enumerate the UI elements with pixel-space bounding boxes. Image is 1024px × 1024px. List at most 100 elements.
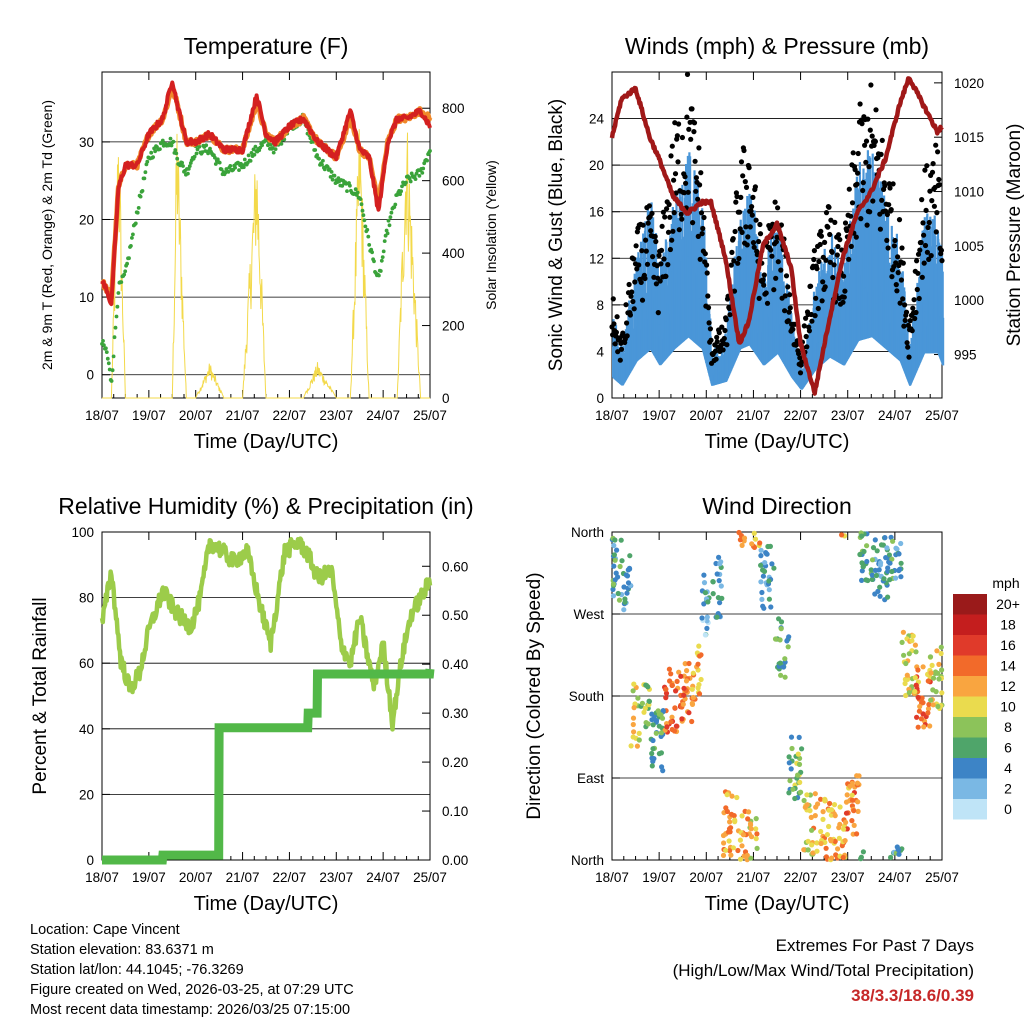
direction-point — [663, 690, 670, 696]
legend-swatch — [953, 635, 987, 656]
direction-point — [898, 574, 904, 580]
direction-point — [789, 745, 795, 752]
dewpoint-point — [242, 157, 247, 162]
direction-point — [698, 676, 704, 683]
gust-point — [749, 204, 755, 210]
direction-point — [925, 710, 931, 716]
direction-point — [749, 834, 755, 840]
gust-point — [683, 180, 689, 186]
wind-bar — [803, 350, 806, 386]
direction-point — [610, 593, 617, 599]
direction-point — [909, 638, 915, 644]
extremes-values: 38/3.3/18.6/0.39 — [851, 986, 974, 1005]
direction-point — [719, 595, 725, 602]
gust-point — [764, 300, 771, 306]
dewpoint-point — [130, 236, 134, 240]
direction-point — [914, 714, 920, 720]
gust-point — [886, 202, 892, 208]
gust-point — [889, 274, 895, 280]
direction-point — [921, 724, 927, 730]
gust-point — [695, 233, 701, 239]
direction-point — [611, 542, 617, 549]
gust-point — [739, 229, 745, 235]
direction-point — [635, 695, 641, 701]
direction-point — [689, 701, 696, 708]
direction-point — [916, 708, 923, 714]
wind-bar — [667, 250, 670, 356]
x-tick-label: 25/07 — [413, 408, 447, 423]
direction-point — [749, 541, 755, 547]
y-tick-label-left: 12 — [589, 251, 604, 266]
gust-point — [692, 158, 698, 164]
winds-pressure-panel: Winds (mph) & Pressure (mb) 18/07 19/07 20/… — [546, 33, 1024, 453]
y-tick-label-left: 100 — [71, 525, 94, 540]
gust-point — [644, 261, 651, 267]
gust-point — [743, 224, 749, 230]
gust-point — [804, 344, 810, 350]
direction-point — [737, 837, 744, 843]
dewpoint-point — [268, 143, 273, 147]
dewpoint-point — [197, 144, 202, 149]
gust-point — [750, 240, 757, 246]
direction-point — [782, 656, 788, 662]
gust-point — [768, 247, 774, 253]
direction-point — [844, 792, 850, 798]
direction-point — [820, 816, 826, 823]
created-text: Figure created on Wed, 2026-03-25, at 07… — [30, 982, 354, 998]
gust-point — [848, 243, 854, 249]
direction-point — [614, 547, 620, 553]
gust-point — [825, 224, 831, 230]
dewpoint-point — [107, 367, 112, 372]
direction-point — [650, 722, 656, 728]
dewpoint-point — [279, 142, 284, 146]
gust-point — [676, 121, 682, 127]
direction-point — [759, 589, 765, 596]
gust-point — [702, 251, 708, 257]
direction-point — [751, 530, 757, 536]
legend-swatch — [953, 676, 987, 697]
dewpoint-point — [171, 139, 176, 144]
gust-point — [938, 247, 945, 253]
direction-point — [860, 564, 866, 570]
direction-point — [753, 826, 759, 832]
dewpoint-point — [180, 160, 185, 165]
direction-point — [766, 587, 772, 593]
dewpoint-point — [111, 354, 116, 359]
direction-point — [926, 701, 932, 708]
direction-point — [778, 619, 785, 625]
direction-point — [896, 851, 902, 857]
direction-point — [895, 847, 902, 853]
direction-point — [740, 832, 747, 838]
direction-point — [857, 551, 863, 558]
gust-point — [757, 221, 763, 228]
direction-point — [615, 590, 621, 597]
direction-point — [735, 847, 741, 854]
dewpoint-point — [381, 249, 386, 254]
wind-bar — [644, 221, 647, 354]
direction-point — [631, 681, 637, 687]
x-tick-label: 23/07 — [831, 870, 865, 885]
direction-point — [818, 796, 824, 802]
gust-point — [611, 321, 617, 327]
direction-point — [683, 678, 690, 684]
direction-point — [836, 835, 842, 841]
wind-bar — [781, 254, 784, 361]
y-tick-label-left: 0 — [596, 391, 604, 406]
gust-point — [745, 234, 751, 240]
direction-point — [753, 836, 759, 842]
y-axis-label-left: Direction (Colored By Speed) — [524, 572, 545, 819]
direction-point — [934, 648, 940, 654]
legend-label: 18 — [1000, 617, 1016, 633]
dewpoint-point — [251, 147, 256, 152]
y-tick-label-left: 0 — [86, 853, 94, 868]
dewpoint-point — [320, 162, 324, 167]
y-tick-label-left: West — [573, 607, 604, 622]
wind-bar — [709, 336, 712, 381]
direction-point — [788, 734, 795, 740]
dewpoint-point — [213, 162, 218, 166]
wind-bar — [942, 317, 945, 366]
gust-point — [679, 216, 685, 222]
x-tick-label: 24/07 — [366, 870, 400, 885]
direction-point — [896, 551, 902, 557]
direction-point — [628, 743, 634, 749]
